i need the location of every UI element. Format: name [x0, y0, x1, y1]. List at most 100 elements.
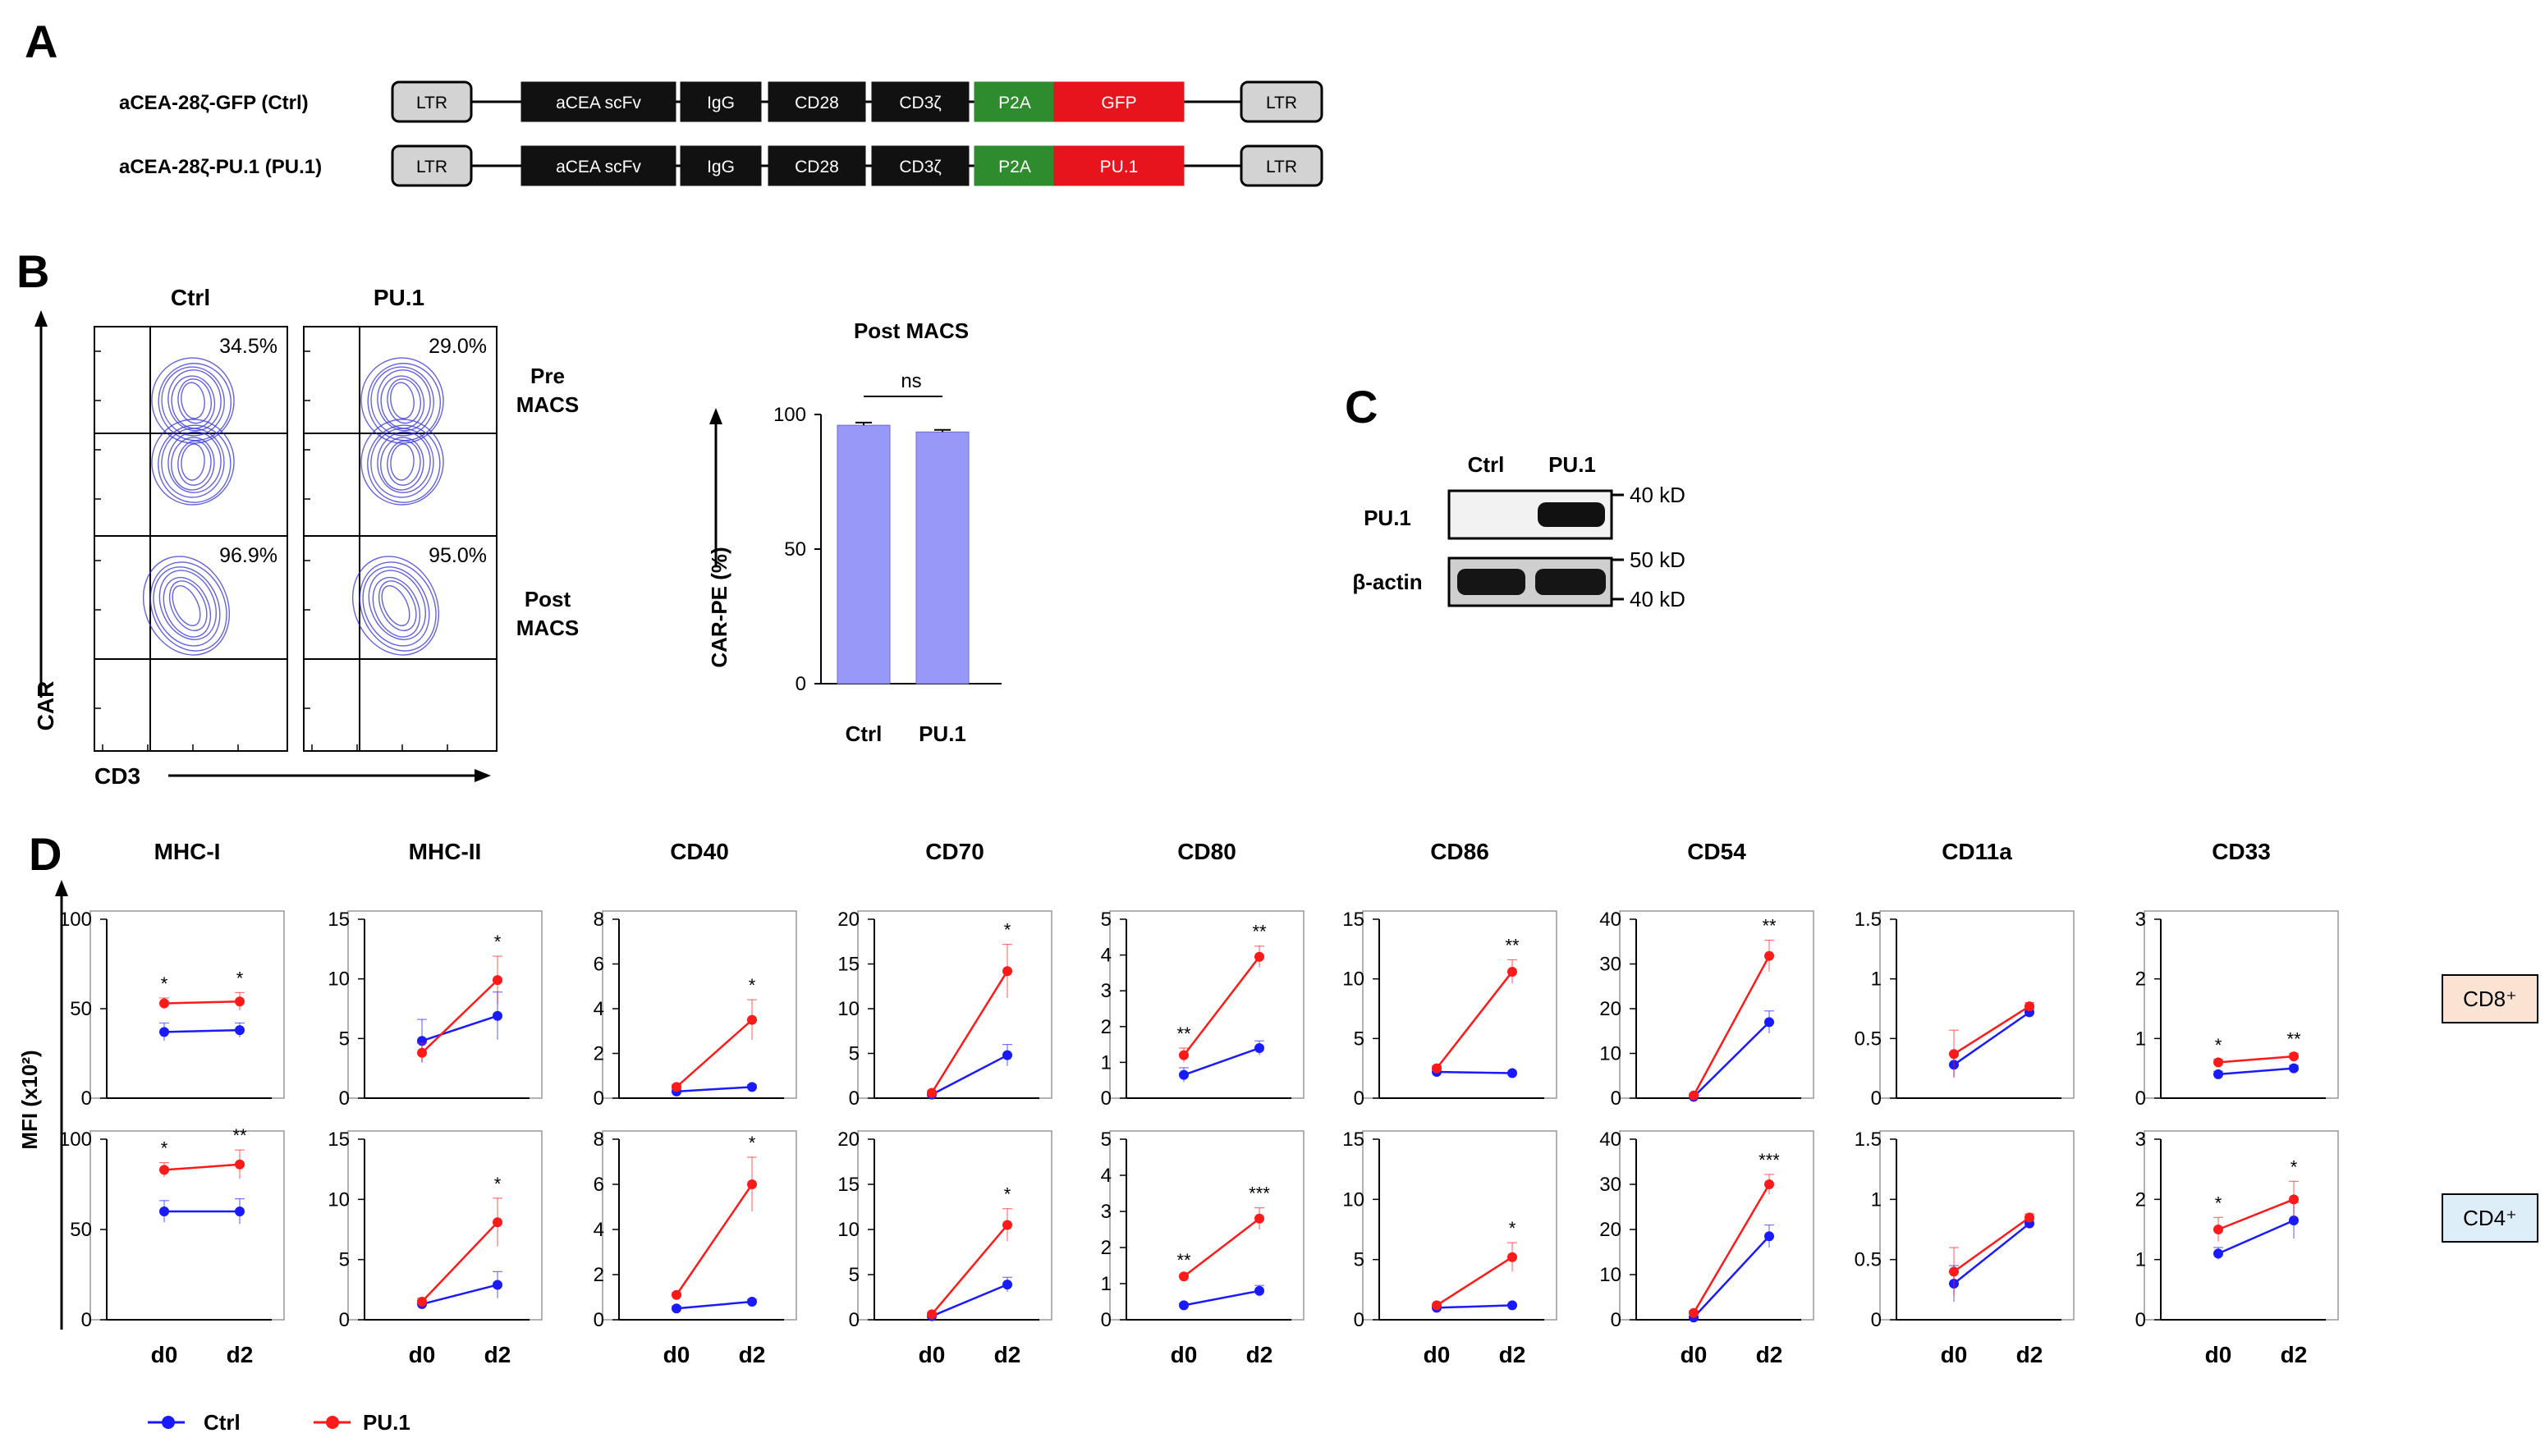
line-chart-frame — [2144, 1130, 2339, 1321]
blot-band-actin-ctrl — [1457, 569, 1525, 595]
line-chart-y-tick-label: 5 — [339, 1249, 350, 1271]
ctrl-series-point — [2289, 1216, 2299, 1225]
pu1-series-point — [1179, 1271, 1189, 1282]
construct-segment-label: IgG — [707, 158, 735, 176]
ctrl-series-point — [1254, 1285, 1264, 1296]
x-tick-label: d0 — [1681, 1342, 1708, 1367]
pu1-series-point — [2289, 1051, 2299, 1062]
line-chart-y-tick-label: 5 — [1354, 1249, 1364, 1271]
flow-contour — [360, 357, 444, 444]
construct-segment-label: CD3ζ — [899, 94, 941, 112]
x-tick-label: d0 — [1424, 1342, 1451, 1367]
line-chart-frame — [857, 1130, 1052, 1321]
line-chart-title: CD40 — [670, 839, 729, 864]
line-chart-y-tick-label: 20 — [1599, 1219, 1621, 1241]
line-chart-y-tick-label: 5 — [339, 1028, 350, 1050]
line-chart-y-tick-label: 0 — [1101, 1087, 1112, 1110]
ctrl-series-line — [1183, 1289, 1260, 1307]
line-chart-y-tick-label: 10 — [1342, 968, 1364, 991]
x-tick-label: d2 — [484, 1342, 511, 1367]
pu1-series-point — [927, 1087, 937, 1098]
bar — [837, 424, 891, 685]
line-chart-y-tick-label: 0 — [594, 1309, 604, 1331]
pu1-series-point — [417, 1047, 427, 1058]
significance-stars: * — [236, 968, 244, 988]
pu1-series-point — [1254, 1213, 1264, 1224]
ctrl-series-point — [1254, 1042, 1264, 1053]
line-chart-y-tick-label: 10 — [837, 998, 860, 1020]
x-tick-label: d0 — [1941, 1342, 1968, 1367]
line-chart-y-tick-label: 8 — [594, 1129, 604, 1151]
line-chart-y-tick-label: 30 — [1599, 954, 1621, 976]
line-chart-title: MHC-I — [154, 839, 221, 864]
significance-stars: * — [494, 1174, 502, 1194]
line-chart-title: CD80 — [1177, 839, 1236, 864]
ctrl-series-line — [676, 1300, 753, 1310]
construct-segment-label: GFP — [1101, 94, 1136, 112]
line-chart-y-tick-label: 1 — [2135, 1249, 2146, 1271]
line-chart-y-tick-label: 10 — [328, 968, 350, 991]
flow-contour — [163, 576, 212, 638]
pu1-series-line — [1183, 956, 1260, 1056]
significance-stars: * — [749, 975, 756, 996]
mfi-axis-label: MFI (x10²) — [17, 1050, 42, 1149]
flow-contour — [387, 440, 421, 486]
line-chart-y-tick-label: 1.5 — [1855, 909, 1882, 931]
ctrl-series-point — [2289, 1063, 2299, 1074]
construct-segment-label: LTR — [416, 94, 447, 112]
line-chart-y-tick-label: 5 — [1354, 1028, 1364, 1050]
row-tag-box — [2442, 974, 2538, 1023]
line-chart-y-tick-label: 2 — [1101, 1237, 1112, 1259]
line-chart-y-tick-label: 50 — [70, 998, 92, 1020]
legend-ctrl-marker — [162, 1416, 175, 1429]
pu1-series-point — [235, 1159, 245, 1170]
ctrl-series-line — [163, 1028, 241, 1033]
pu1-series-point — [417, 1297, 427, 1307]
construct-segment — [680, 81, 762, 122]
bar-y-tick-label: 100 — [773, 404, 806, 426]
line-chart-y-tick-label: 15 — [1342, 909, 1364, 931]
flow-contour — [153, 566, 221, 647]
flow-contour — [380, 437, 424, 491]
marker-40kd-top: 40 kD — [1630, 483, 1685, 507]
pu1-series-line — [1953, 1005, 2030, 1055]
ctrl-series-point — [235, 1025, 245, 1036]
row-tag-label: CD4⁺ — [2463, 1206, 2517, 1230]
line-chart-y-tick-label: 0 — [339, 1309, 350, 1331]
flow-row-header-post-2: MACS — [516, 616, 580, 640]
line-chart-y-tick-label: 15 — [1342, 1129, 1364, 1151]
legend-pu1-marker — [326, 1416, 339, 1429]
pu1-series-point — [927, 1309, 937, 1320]
line-chart-y-tick-label: 2 — [594, 1043, 604, 1065]
line-chart-y-tick-label: 15 — [328, 1129, 350, 1151]
significance-stars: * — [749, 1133, 756, 1153]
line-chart-y-tick-label: 40 — [1599, 1129, 1621, 1151]
line-chart-y-tick-label: 4 — [594, 1219, 604, 1241]
x-tick-label: d2 — [994, 1342, 1021, 1367]
line-chart-y-tick-label: 6 — [594, 954, 604, 976]
bar-chart-ylabel: CAR-PE (%) — [707, 547, 731, 667]
line-chart-y-tick-label: 1 — [1871, 1188, 1882, 1211]
ctrl-series-point — [159, 1206, 169, 1216]
ctrl-series-point — [493, 1010, 502, 1021]
blot-band-actin-pu1 — [1535, 569, 1606, 595]
car-axis-arrowhead — [34, 310, 48, 327]
pu1-series-point — [1507, 966, 1517, 977]
flow-contour — [181, 382, 205, 419]
pu1-series-point — [235, 996, 245, 1007]
significance-stars: * — [2215, 1193, 2222, 1213]
pu1-series-line — [930, 970, 1009, 1094]
construct-segment-label: PU.1 — [1100, 158, 1139, 176]
line-chart-y-tick-label: 0 — [1871, 1309, 1882, 1331]
line-chart-frame — [1879, 910, 2075, 1099]
car-pe-bar-chart: Post MACS CAR-PE (%) ns 0 50 100 Ctrl PU.1 — [707, 318, 1002, 746]
line-chart-y-tick-label: 1 — [1871, 968, 1882, 991]
construct-segment — [520, 81, 676, 122]
ctrl-series-line — [676, 1086, 753, 1093]
significance-stars: ** — [1176, 1023, 1191, 1044]
panel-label-d: D — [29, 828, 62, 880]
line-chart-y-tick-label: 3 — [1101, 1201, 1112, 1223]
pu1-series-point — [747, 1179, 757, 1189]
flow-contour — [390, 443, 415, 481]
